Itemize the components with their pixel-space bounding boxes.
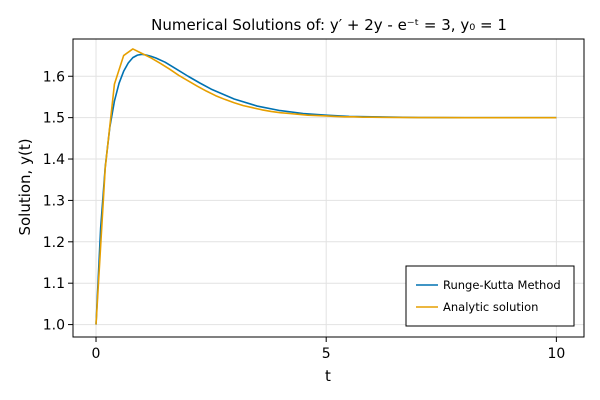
series-layer (95, 48, 557, 325)
plot-frame (72, 38, 585, 338)
y-tick-label: 1.2 (43, 235, 65, 251)
y-tick-label: 1.0 (43, 318, 65, 334)
grid-layer (73, 39, 584, 337)
x-tick-label: 5 (322, 346, 331, 362)
series-line-analytic (95, 48, 557, 325)
legend-label-analytic: Analytic solution (443, 300, 538, 314)
legend-label-runge-kutta: Runge-Kutta Method (443, 278, 561, 292)
y-axis-label: Solution, y(t) (16, 138, 34, 235)
x-tick-label: 10 (547, 346, 565, 362)
chart-title: Numerical Solutions of: y′ + 2y - e⁻ᵗ = … (151, 16, 507, 34)
legend-box (405, 265, 575, 327)
tick-layer: 0 5 10 1.0 1.1 1.2 1.3 1.4 1.5 1.6 (43, 69, 566, 362)
x-axis-label: t (325, 367, 331, 385)
y-tick-label: 1.4 (43, 152, 65, 168)
x-tick-label: 0 (92, 346, 101, 362)
legend: Runge-Kutta Method Analytic solution (405, 265, 575, 327)
y-tick-label: 1.5 (43, 111, 65, 127)
y-tick-label: 1.1 (43, 276, 65, 292)
y-tick-label: 1.6 (43, 69, 65, 85)
y-tick-label: 1.3 (43, 193, 65, 209)
